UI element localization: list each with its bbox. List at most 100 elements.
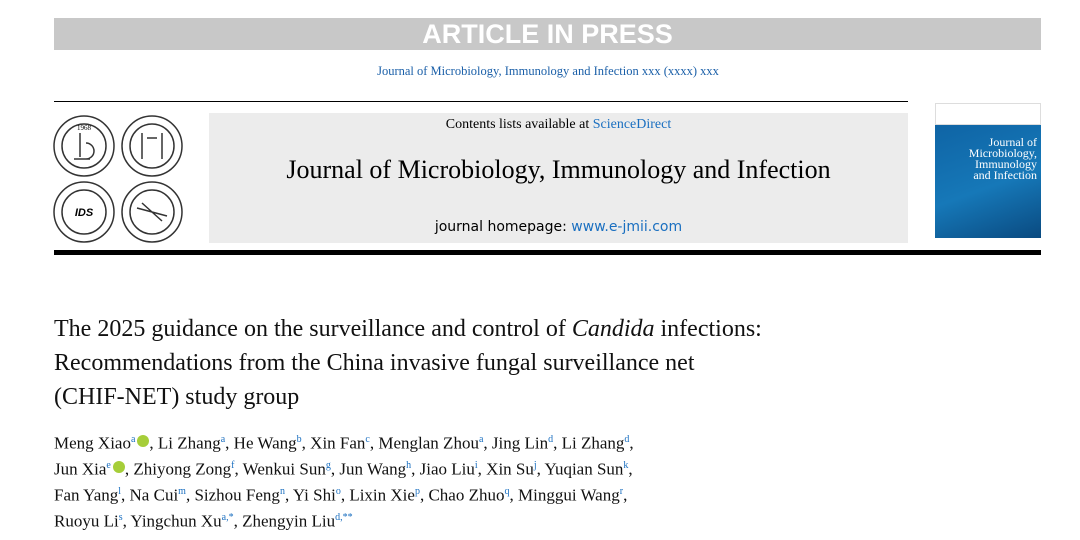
affiliation: a,* — [221, 512, 234, 524]
affiliation: o — [335, 486, 341, 498]
affiliation: s — [118, 512, 123, 524]
affiliation: r — [619, 486, 624, 498]
affiliation: h — [406, 460, 412, 472]
banner: ARTICLE IN PRESS — [54, 18, 1041, 50]
author-line: Ruoyu Lis, Yingchun Xua,*, Zhengyin Liud… — [54, 507, 634, 533]
link[interactable]: ScienceDirect — [592, 117, 672, 132]
author-name: Lixin Xie — [349, 485, 415, 505]
link[interactable]: www.e-jmii.com — [571, 219, 683, 235]
author-name: Li Zhang — [157, 433, 221, 453]
author-name: Sizhou Feng — [194, 485, 280, 505]
separator: , — [340, 485, 350, 505]
cover-header — [935, 103, 1041, 125]
author-line: Meng Xiaoa, Li Zhanga, He Wangb, Xin Fan… — [54, 429, 634, 455]
author-name: Jing Lin — [491, 433, 549, 453]
running-header: Journal of Microbiology, Immunology and … — [377, 64, 719, 78]
separator: , — [477, 459, 487, 479]
homepage-line: journal homepage: www.e-jmii.com — [209, 219, 908, 235]
journal-cover: Journal of Microbiology, Immunology and Inf… — [935, 103, 1041, 238]
title-text: Recommendations from the China invasive … — [54, 350, 695, 376]
separator: , — [369, 433, 379, 453]
title-text: Candida — [571, 316, 655, 342]
title-line: Recommendations from the China invasive … — [54, 346, 762, 380]
separator: , — [233, 512, 243, 532]
cover-title-line: Immunology — [975, 157, 1037, 171]
separator: , — [284, 485, 293, 505]
affiliation: m — [178, 486, 186, 498]
orcid-icon — [137, 434, 150, 447]
rule — [54, 250, 1041, 255]
separator: , — [553, 433, 562, 453]
separator: , — [628, 459, 633, 479]
affiliation: d,** — [335, 512, 353, 524]
orcid-icon — [112, 460, 125, 473]
logo-ids: IDS — [75, 207, 94, 219]
author-name: Chao Zhuo — [428, 485, 505, 505]
journal-title: Journal of Microbiology, Immunology and … — [286, 155, 831, 184]
separator: , — [536, 459, 545, 479]
author-name: Ruoyu Li — [54, 512, 119, 532]
author-list: Meng Xiaoa, Li Zhanga, He Wangb, Xin Fan… — [54, 429, 634, 534]
separator: , — [185, 485, 195, 505]
cover-title: Journal of Microbiology, Immunology and Inf… — [968, 135, 1037, 182]
separator: , — [623, 485, 628, 505]
separator: , — [149, 433, 158, 453]
masthead: Contents lists available at ScienceDirec… — [209, 113, 908, 243]
author-name: Yingchun Xu — [130, 512, 222, 532]
society-logos: 1968 IDS — [53, 115, 183, 243]
author-name: Na Cui — [129, 485, 179, 505]
author-name: He Wang — [233, 433, 297, 453]
affiliation: a — [478, 434, 484, 445]
author-line: Jun Xiae, Zhiyong Zongf, Wenkui Sung, Ju… — [54, 455, 634, 481]
cover-title-line: Journal of — [988, 135, 1037, 149]
separator: , — [411, 459, 420, 479]
separator: , — [122, 512, 131, 532]
affiliation: a — [130, 434, 136, 445]
affiliation: e — [106, 460, 111, 472]
affiliation: a — [220, 434, 226, 445]
author-name: Jun Xia — [54, 459, 107, 479]
author-name: Fan Yang — [54, 485, 119, 505]
separator: , — [124, 459, 134, 479]
author-name: Meng Xiao — [54, 433, 131, 453]
author-name: Xin Fan — [310, 433, 366, 453]
author-name: Wenkui Sun — [242, 459, 326, 479]
author-name: Minggui Wang — [517, 485, 620, 505]
affiliation: l — [118, 486, 122, 498]
title-text: The 2025 guidance on the surveillance an… — [54, 316, 572, 342]
author-name: Yuqian Sun — [544, 459, 624, 479]
author-name: Jun Wang — [339, 459, 407, 479]
author-name: Menglan Zhou — [378, 433, 479, 453]
separator: , — [121, 485, 130, 505]
separator: , — [509, 485, 518, 505]
author-name: Jiao Liu — [419, 459, 475, 479]
affiliation: q — [504, 486, 510, 498]
affiliation: k — [623, 460, 629, 472]
title-line: (CHIF-NET) study group — [54, 380, 762, 414]
text: journal homepage: — [434, 219, 572, 235]
author-name: Li Zhang — [561, 433, 625, 453]
title-text: (CHIF-NET) study group — [54, 384, 300, 410]
separator: , — [483, 433, 492, 453]
author-line: Fan Yangl, Na Cuim, Sizhou Fengn, Yi Shi… — [54, 481, 634, 507]
separator: , — [629, 433, 634, 453]
separator: , — [234, 459, 243, 479]
affiliation: g — [325, 460, 331, 472]
cover-title-line: and Infection — [973, 168, 1037, 182]
author-name: Xin Su — [486, 459, 534, 479]
affiliation: j — [533, 460, 537, 472]
affiliation: c — [365, 434, 370, 445]
cover-title-line: Microbiology, — [968, 146, 1037, 160]
affiliation: p — [414, 486, 420, 498]
logo-year: 1968 — [77, 124, 92, 132]
affiliation: d — [624, 434, 630, 445]
affiliation: n — [279, 486, 285, 498]
author-name: Zhengyin Liu — [242, 512, 336, 532]
affiliation: d — [548, 434, 554, 445]
title-line: The 2025 guidance on the surveillance an… — [54, 312, 762, 346]
title-text: infections: — [654, 316, 762, 342]
affiliation: b — [296, 434, 302, 445]
affiliation: f — [231, 460, 235, 472]
affiliation: i — [474, 460, 478, 472]
